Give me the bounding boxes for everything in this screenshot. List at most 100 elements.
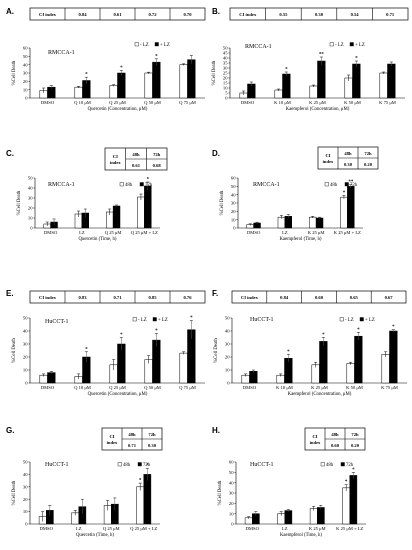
legend: 48h 72h (117, 462, 151, 468)
legend-label: 48h (326, 463, 334, 468)
y-tick-label: 10 (225, 368, 230, 373)
legend-swatch (329, 42, 334, 47)
legend-label: 72h (145, 183, 153, 188)
bar-b (187, 59, 196, 99)
significance-marker: * (120, 66, 123, 71)
y-tick-label: 20 (23, 355, 28, 360)
legend-label: 72h (350, 183, 358, 188)
significance-marker: * (355, 57, 358, 62)
y-tick-label: 50 (229, 470, 234, 475)
bar-b (282, 73, 291, 99)
ci-table-border (29, 7, 206, 21)
y-tick-label: 20 (231, 209, 236, 214)
significance-marker: * (85, 347, 88, 352)
legend-label: + LZ (355, 43, 365, 48)
ci-table-value: 0.70 (183, 12, 192, 17)
ci-table-value: 0.30 (344, 162, 353, 167)
significance-marker: * (285, 68, 288, 73)
panel-4: E. CI index 0.83 0.71 0.85 0.76 0 10 20 30 40 50 %Ce… (6, 289, 206, 397)
legend-swatch (349, 42, 354, 47)
x-tick-label: K 75 μM (381, 385, 398, 390)
chart-title: HuCCT-1 (250, 462, 273, 468)
ci-header-line: index (110, 160, 121, 165)
y-tick-label: 0 (30, 226, 33, 231)
bar-a (274, 89, 283, 99)
legend: 48h 72h (320, 462, 354, 468)
ci-table-value: 0.30 (148, 443, 157, 448)
x-tick-label: K 25 μM (309, 526, 326, 531)
bar-a (342, 487, 351, 525)
ci-table-header: CI index (110, 154, 121, 165)
panel-label: H. (212, 426, 220, 435)
y-tick-label: 50 (23, 460, 28, 465)
ci-table: CI index 0.55 0.30 0.54 0.71 (229, 7, 409, 21)
significance-marker: * (120, 333, 123, 338)
ci-table: CI index 0.84 0.60 0.65 0.67 (231, 290, 407, 304)
x-tick-label: Q 50 μM (144, 100, 161, 105)
x-tick-label: DMSO (41, 100, 55, 105)
bar-a (179, 352, 188, 384)
chart-title: HuCCT-1 (250, 317, 273, 323)
panel-label: E. (6, 289, 14, 298)
legend: - LZ + LZ (132, 317, 168, 323)
y-axis-label: %Cell Death (214, 338, 219, 363)
panel-7: H. CI index 48h 72h 0.60 0.20 0 10 20 30 40 50 60 %Cel… (212, 426, 366, 538)
x-tick-label: Q 25 μM (109, 100, 126, 105)
x-tick-label: Q 75 μM (179, 385, 196, 390)
y-tick-label: 10 (23, 87, 28, 92)
ci-table: CI index 48h 72h 0.30 0.20 (317, 146, 379, 170)
x-tick-label: Q 25 μM (105, 230, 122, 235)
legend-swatch (339, 317, 344, 322)
legend-swatch (320, 462, 325, 467)
ci-table-value: 0.61 (113, 12, 122, 17)
y-tick-label: 40 (225, 329, 230, 334)
panel-label: C. (6, 149, 14, 158)
panel-label: A. (6, 7, 14, 16)
bar-a (136, 486, 145, 525)
panel-5: F. CI index 0.84 0.60 0.65 0.67 0 10 20 30 40 50 %Ce… (212, 289, 407, 397)
legend: 48h 72h (119, 182, 153, 188)
y-tick-label: 25 (223, 71, 228, 76)
y-tick-label: 60 (23, 46, 28, 51)
ci-table: CI index 0.83 0.71 0.85 0.76 (29, 290, 206, 304)
y-tick-label: 10 (223, 86, 228, 91)
ci-table-value: 0.61 (132, 163, 141, 168)
y-tick-label: 30 (23, 71, 28, 76)
y-tick-label: 30 (231, 201, 236, 206)
ci-table-value: 0.84 (280, 295, 289, 300)
significance-marker: * (147, 178, 150, 183)
legend-label: 72h (143, 463, 151, 468)
ci-table-col-header: 72h (148, 432, 156, 437)
ci-table-value: 0.71 (128, 443, 137, 448)
ci-table-col-header: 48h (128, 432, 136, 437)
ci-table-value: 0.76 (183, 295, 192, 300)
bar-a (311, 364, 320, 384)
significance-marker: * (190, 316, 193, 321)
x-tick-label: LZ (76, 526, 82, 531)
ci-table-header: CI index (107, 434, 118, 445)
panel-label: B. (212, 7, 220, 16)
y-tick-label: 50 (231, 184, 236, 189)
bar-a (74, 86, 83, 99)
panel-label: F. (212, 289, 218, 298)
legend-swatch (119, 182, 124, 187)
y-tick-label: 50 (223, 46, 228, 51)
y-tick-label: 45 (223, 51, 228, 56)
panel-1: B. CI index 0.55 0.30 0.54 0.71 05101520253035… (212, 7, 409, 112)
y-tick-label: 20 (23, 79, 28, 84)
y-tick-label: 10 (23, 368, 28, 373)
bar-b (387, 63, 396, 99)
bar-a (144, 72, 153, 99)
y-tick-label: 30 (23, 484, 28, 489)
ci-header-line: index (323, 159, 334, 164)
legend-swatch (117, 462, 122, 467)
bar-b (284, 510, 293, 525)
x-tick-label: K 50 μM (344, 100, 361, 105)
legend: - LZ + LZ (329, 42, 365, 48)
bar-b (284, 216, 292, 229)
legend-label: + LZ (158, 318, 168, 323)
legend-swatch (152, 317, 157, 322)
ci-table-header: CI index (239, 12, 257, 17)
ci-table-header: CI index (39, 12, 57, 17)
significance-marker: * (357, 328, 360, 333)
